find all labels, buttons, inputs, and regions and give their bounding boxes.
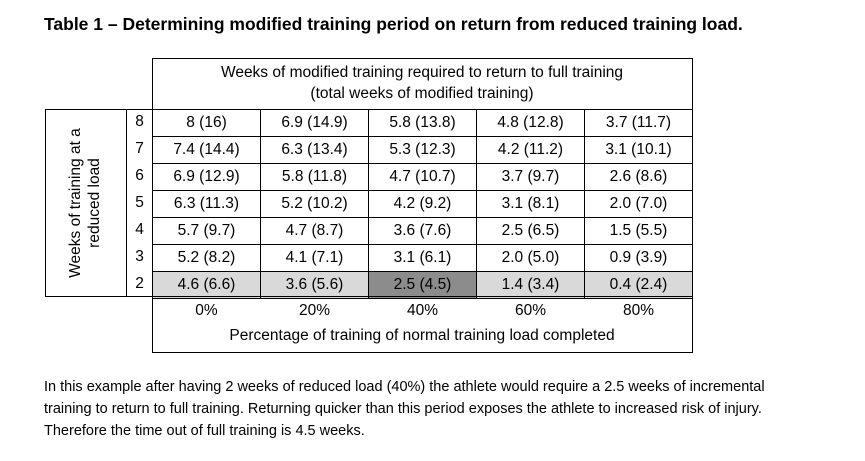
table-cell: 4.7 (10.7) xyxy=(368,163,477,191)
table-footer-box xyxy=(152,296,693,353)
table-cell: 3.7 (9.7) xyxy=(476,163,585,191)
percentage-label: 60% xyxy=(514,302,547,319)
table-cell: 4.2 (11.2) xyxy=(476,136,585,164)
table-cell: 2.5 (6.5) xyxy=(476,217,585,245)
table-cell: 4.2 (9.2) xyxy=(368,190,477,218)
table-cell: 2.0 (5.0) xyxy=(476,244,585,272)
table-cell: 6.3 (11.3) xyxy=(152,190,261,218)
table-cell: 0.4 (2.4) xyxy=(584,271,693,299)
table-cell: 3.1 (10.1) xyxy=(584,136,693,164)
percentage-label: 80% xyxy=(622,302,655,319)
table-cell: 8 (16) xyxy=(152,109,261,137)
table-cell: 6.9 (12.9) xyxy=(152,163,261,191)
table-cell: 3.6 (5.6) xyxy=(260,271,369,299)
explanatory-note: In this example after having 2 weeks of … xyxy=(44,376,859,442)
table-cell: 5.8 (13.8) xyxy=(368,109,477,137)
row-weeks-label: 2 xyxy=(135,275,144,292)
row-weeks-label: 7 xyxy=(135,140,144,157)
note-line-3: Therefore the time out of full training … xyxy=(44,423,365,439)
column-axis-label: Percentage of training of normal trainin… xyxy=(229,327,615,344)
table-title: Table 1 – Determining modified training … xyxy=(44,14,743,34)
table-cell: 4.6 (6.6) xyxy=(152,271,261,299)
header-line-1: Weeks of modified training required to r… xyxy=(220,64,624,81)
table-cell: 4.1 (7.1) xyxy=(260,244,369,272)
percentage-label: 40% xyxy=(406,302,439,319)
table-cell: 6.3 (13.4) xyxy=(260,136,369,164)
table-cell: 5.3 (12.3) xyxy=(368,136,477,164)
table-cell: 4.7 (8.7) xyxy=(260,217,369,245)
table-cell: 3.1 (8.1) xyxy=(476,190,585,218)
table-cell: 5.7 (9.7) xyxy=(152,217,261,245)
table-cell: 6.9 (14.9) xyxy=(260,109,369,137)
row-weeks-label: 5 xyxy=(135,194,144,211)
table-cell: 5.2 (8.2) xyxy=(152,244,261,272)
table-cell: 4.8 (12.8) xyxy=(476,109,585,137)
table-cell: 1.5 (5.5) xyxy=(584,217,693,245)
table-cell: 3.1 (6.1) xyxy=(368,244,477,272)
row-weeks-label: 6 xyxy=(135,167,144,184)
table-cell: 3.6 (7.6) xyxy=(368,217,477,245)
row-axis-label: Weeks of training at a reduced load xyxy=(45,110,125,296)
table-cell: 0.9 (3.9) xyxy=(584,244,693,272)
table-header: Weeks of modified training required to r… xyxy=(152,62,692,104)
table-cell: 2.6 (8.6) xyxy=(584,163,693,191)
row-axis-label-line-2: reduced load xyxy=(86,158,103,248)
row-weeks-label: 4 xyxy=(135,221,144,238)
table-cell: 2.0 (7.0) xyxy=(584,190,693,218)
table-cell: 5.2 (10.2) xyxy=(260,190,369,218)
row-weeks-label: 8 xyxy=(135,113,144,130)
note-line-1: In this example after having 2 weeks of … xyxy=(44,379,765,395)
row-weeks-label: 3 xyxy=(135,248,144,265)
table-cell: 1.4 (3.4) xyxy=(476,271,585,299)
row-axis-label-line-1: Weeks of training at a xyxy=(67,128,84,278)
table-cell: 5.8 (11.8) xyxy=(260,163,369,191)
table-cell: 7.4 (14.4) xyxy=(152,136,261,164)
percentage-label: 0% xyxy=(195,302,218,319)
percentage-label: 20% xyxy=(298,302,331,319)
table-cell: 3.7 (11.7) xyxy=(584,109,693,137)
header-line-2: (total weeks of modified training) xyxy=(310,85,534,102)
note-line-2: training to return to full training. Ret… xyxy=(44,401,762,417)
table-cell: 2.5 (4.5) xyxy=(368,271,477,299)
